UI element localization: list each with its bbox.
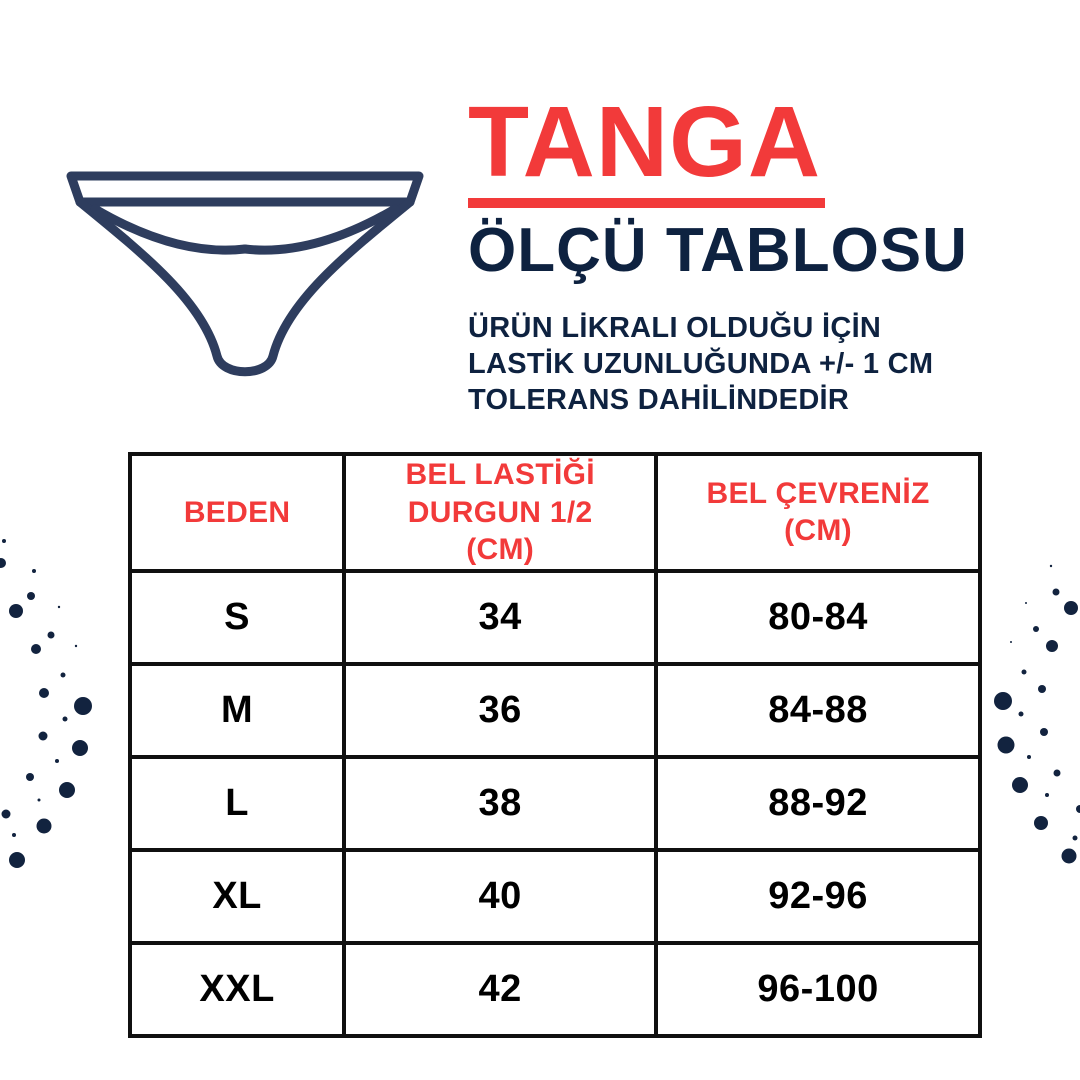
- column-header-beden: BEDEN: [127, 452, 347, 573]
- tolerance-note: ÜRÜN LİKRALI OLDUĞU İÇİN LASTİK UZUNLUĞU…: [468, 312, 934, 416]
- page-subtitle: ÖLÇÜ TABLOSU: [468, 216, 968, 285]
- cell-size: M: [127, 661, 347, 759]
- table-row-xxl: XXL 42 96-100: [127, 940, 982, 1038]
- cell-size: XL: [127, 847, 347, 945]
- table-row-s: S 34 80-84: [127, 568, 982, 666]
- cell-waist: 84-88: [654, 661, 982, 759]
- header-row: BEDEN BEL LASTİĞİ DURGUN 1/2 (CM) BEL ÇE…: [127, 452, 982, 573]
- table-row-xl: XL 40 92-96: [127, 847, 982, 945]
- cell-elastic: 42: [342, 940, 659, 1038]
- cell-elastic: 40: [342, 847, 659, 945]
- cell-waist: 96-100: [654, 940, 982, 1038]
- cell-size: XXL: [127, 940, 347, 1038]
- size-table: BEDEN BEL LASTİĞİ DURGUN 1/2 (CM) BEL ÇE…: [127, 452, 982, 1038]
- table-row-m: M 36 84-88: [127, 661, 982, 759]
- cell-waist: 88-92: [654, 754, 982, 852]
- column-header-bel-cevreniz: BEL ÇEVRENİZ (CM): [654, 452, 982, 573]
- cell-waist: 80-84: [654, 568, 982, 666]
- column-header-bel-lastigi: BEL LASTİĞİ DURGUN 1/2 (CM): [342, 452, 659, 573]
- cell-elastic: 34: [342, 568, 659, 666]
- cell-waist: 92-96: [654, 847, 982, 945]
- cell-size: S: [127, 568, 347, 666]
- cell-elastic: 36: [342, 661, 659, 759]
- cell-size: L: [127, 754, 347, 852]
- dots-left: [0, 539, 92, 868]
- tanga-illustration: [55, 130, 435, 405]
- page-title: TANGA: [468, 92, 826, 208]
- tanga-outline-icon: [66, 171, 424, 377]
- cell-elastic: 38: [342, 754, 659, 852]
- dots-right: [994, 564, 1080, 864]
- table-row-l: L 38 88-92: [127, 754, 982, 852]
